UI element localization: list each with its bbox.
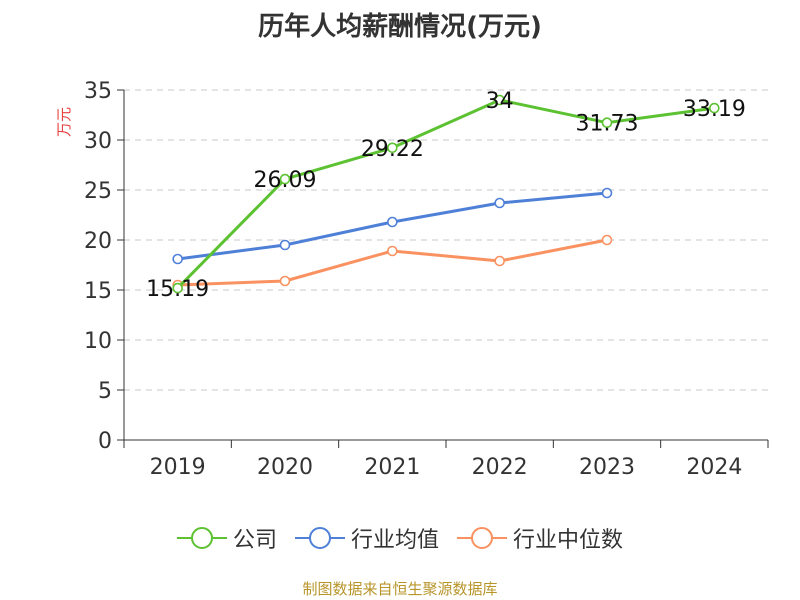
data-point-series-1 (172, 253, 183, 265)
data-label: 26.09 (254, 168, 317, 193)
legend-item-industry-mean[interactable]: 行业均值 (294, 522, 439, 554)
x-tick-label: 2020 (257, 455, 313, 480)
y-tick-label: 20 (84, 229, 112, 254)
legend-line-circle-icon (457, 527, 507, 549)
y-tick-label: 10 (84, 329, 112, 354)
x-tick-label: 2023 (579, 455, 635, 480)
y-tick-label: 0 (98, 429, 112, 454)
y-tick-label: 35 (84, 79, 112, 104)
data-point-series-0 (601, 117, 613, 128)
legend-line-circle-icon (294, 527, 345, 549)
data-point-series-1 (387, 216, 398, 228)
legend-item-industry-median[interactable]: 行业中位数 (457, 522, 623, 554)
legend-item-company[interactable]: 公司 (176, 522, 277, 554)
legend: 公司 行业均值 行业中位数 (0, 522, 800, 554)
data-point-series-2 (279, 275, 291, 287)
chart-title: 历年人均薪酬情况(万元) (258, 12, 542, 42)
x-tick-label: 2019 (150, 455, 206, 480)
data-point-series-2 (601, 234, 613, 246)
data-label: 31.73 (576, 112, 639, 137)
y-tick-label: 25 (84, 179, 112, 204)
y-axis-label: 万元 (55, 107, 73, 137)
data-point-series-0 (279, 173, 291, 185)
data-point-series-0 (172, 282, 183, 294)
data-point-series-1 (494, 197, 505, 209)
y-tick-label: 5 (98, 379, 112, 404)
data-point-series-0 (494, 94, 505, 106)
series-line-0 (176, 98, 715, 290)
legend-label-industry-mean: 行业均值 (350, 528, 439, 553)
legend-label-industry-median: 行业中位数 (513, 528, 624, 553)
data-label: 34 (486, 89, 514, 114)
data-point-series-1 (279, 239, 291, 251)
x-tick-label: 2022 (472, 455, 528, 480)
data-label: 15.19 (146, 277, 209, 302)
y-tick-label: 30 (84, 129, 112, 154)
data-point-series-2 (387, 245, 398, 257)
data-point-series-0 (709, 102, 720, 114)
legend-label-company: 公司 (232, 528, 277, 553)
legend-line-circle-icon (176, 527, 227, 549)
data-label: 33.19 (683, 97, 746, 122)
data-point-series-0 (387, 142, 398, 154)
x-tick-label: 2021 (364, 455, 420, 480)
data-label: 29.22 (361, 137, 424, 162)
x-tick-label: 2024 (686, 455, 742, 480)
y-tick-label: 15 (84, 279, 112, 304)
source-note: 制图数据来自恒生聚源数据库 (302, 580, 498, 598)
data-point-series-2 (494, 255, 505, 267)
data-point-series-1 (601, 187, 613, 199)
